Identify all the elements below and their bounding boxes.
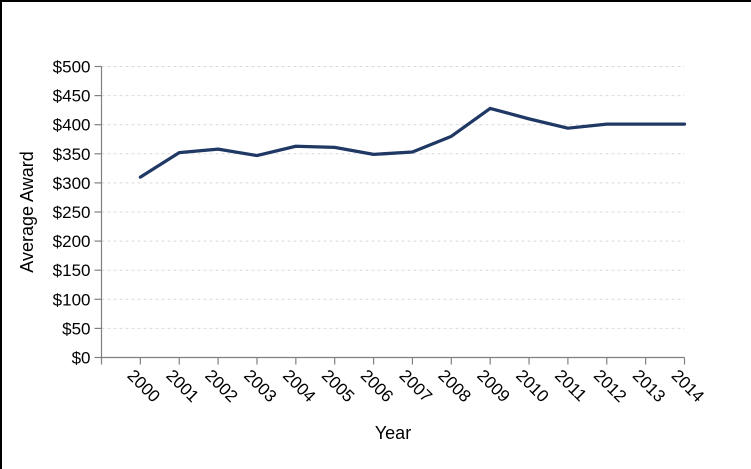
x-tick-label: 2006 <box>357 366 397 406</box>
x-tick-label: 2014 <box>668 366 708 406</box>
x-tick-label: 2001 <box>162 366 202 406</box>
y-tick-label: $300 <box>53 174 91 193</box>
y-tick-label: $200 <box>53 232 91 251</box>
x-tick-label: 2009 <box>473 366 513 406</box>
x-tick-label: 2000 <box>124 366 164 406</box>
y-tick-labels: $0 $50 $100 $150 $200 $250 $300 $350 $400 $450 $50… <box>53 58 102 368</box>
y-tick-label: $150 <box>53 261 91 280</box>
y-tick-label: $350 <box>53 145 91 164</box>
y-tick-label: $50 <box>62 319 90 338</box>
y-axis-title: Average Award <box>17 151 37 272</box>
y-tick-label: $450 <box>53 87 91 106</box>
x-tick-label: 2007 <box>396 366 436 406</box>
x-tick-label: 2010 <box>512 366 552 406</box>
x-ticks <box>100 357 686 365</box>
x-axis-title: Year <box>375 423 411 443</box>
x-tick-label: 2003 <box>240 366 280 406</box>
y-tick-label: $400 <box>53 116 91 135</box>
x-tick-labels: 2000200120022003200420052006200720082009… <box>124 366 708 406</box>
x-tick-label: 2005 <box>318 366 358 406</box>
x-tick-label: 2013 <box>629 366 669 406</box>
x-tick-label: 2011 <box>551 366 590 405</box>
y-tick-label: $500 <box>53 58 91 77</box>
average-award-series-line <box>138 106 687 179</box>
y-tick-label: $0 <box>72 349 91 368</box>
x-tick-label: 2004 <box>279 366 319 406</box>
x-tick-label: 2012 <box>590 366 630 406</box>
y-gridlines <box>101 66 685 329</box>
y-tick-label: $100 <box>53 290 91 309</box>
x-tick-label: 2002 <box>201 366 241 406</box>
axes <box>100 66 685 359</box>
x-tick-label: 2008 <box>434 366 474 406</box>
y-tick-label: $250 <box>53 203 91 222</box>
